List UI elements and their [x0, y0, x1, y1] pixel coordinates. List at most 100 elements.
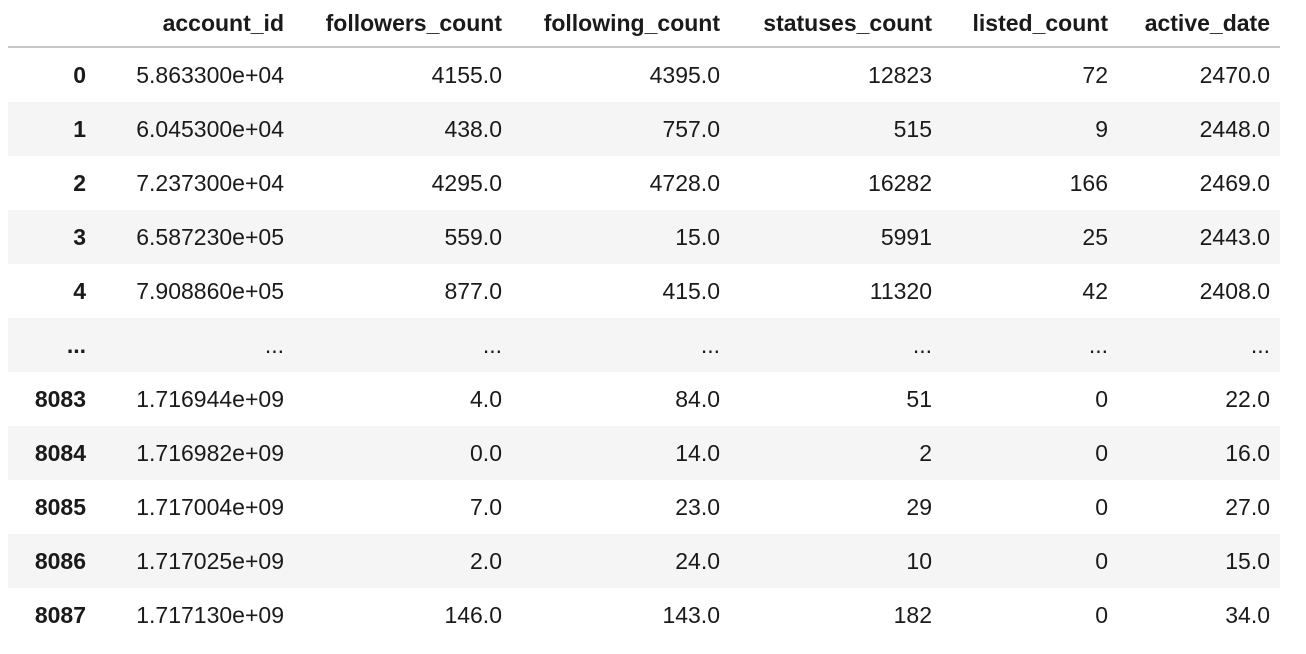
column-header-statuses-count: statuses_count — [730, 0, 942, 48]
table-cell: ... — [912, 331, 932, 358]
header-row: account_id followers_count following_cou… — [8, 0, 1280, 48]
table-cell: 72 — [1082, 61, 1108, 88]
column-header-account-id: account_id — [96, 0, 294, 48]
table-cell: 0 — [1095, 385, 1108, 412]
table-cell: 4395.0 — [649, 61, 720, 88]
table-cell: 22.0 — [1225, 385, 1270, 412]
table-cell: 0 — [1095, 601, 1108, 628]
table-cell: 24.0 — [675, 547, 720, 574]
table-row: 3 6.587230e+05 559.0 15.0 5991 25 2443.0 — [8, 210, 1280, 264]
row-index: 8085 — [34, 493, 86, 520]
table-cell: 143.0 — [662, 601, 720, 628]
row-index: ... — [66, 331, 86, 358]
table-row: 8087 1.717130e+09 146.0 143.0 182 0 34.0 — [8, 588, 1280, 642]
table-row: 8086 1.717025e+09 2.0 24.0 10 0 15.0 — [8, 534, 1280, 588]
table-cell: 2448.0 — [1199, 115, 1270, 142]
table-cell: 27.0 — [1225, 493, 1270, 520]
table-cell: 0 — [1095, 439, 1108, 466]
table-cell: 1.717130e+09 — [136, 601, 284, 628]
table-cell: 0 — [1095, 493, 1108, 520]
table-cell: 4728.0 — [649, 169, 720, 196]
table-cell: 1.717025e+09 — [136, 547, 284, 574]
dataframe-table: account_id followers_count following_cou… — [8, 0, 1280, 642]
table-cell: 877.0 — [444, 277, 502, 304]
table-cell: 2469.0 — [1199, 169, 1270, 196]
row-index: 3 — [73, 223, 86, 250]
row-index: 8083 — [34, 385, 86, 412]
table-cell: 16.0 — [1225, 439, 1270, 466]
table-cell: 51 — [906, 385, 932, 412]
table-cell: 515 — [893, 115, 932, 142]
table-cell: ... — [1088, 331, 1108, 358]
row-index: 0 — [73, 61, 86, 88]
table-cell: 415.0 — [662, 277, 720, 304]
index-header — [8, 0, 96, 48]
table-cell: 2443.0 — [1199, 223, 1270, 250]
table-cell: 7.0 — [470, 493, 502, 520]
table-cell: 29 — [906, 493, 932, 520]
table-cell: 2408.0 — [1199, 277, 1270, 304]
table-row: ..................... — [8, 318, 1280, 372]
table-row: 8085 1.717004e+09 7.0 23.0 29 0 27.0 — [8, 480, 1280, 534]
table-header: account_id followers_count following_cou… — [8, 0, 1280, 48]
column-header-followers-count: followers_count — [294, 0, 512, 48]
table-cell: 11320 — [869, 277, 932, 304]
table-cell: 559.0 — [444, 223, 502, 250]
table-cell: 2 — [919, 439, 932, 466]
table-cell: 16282 — [868, 169, 932, 196]
table-cell: 4.0 — [470, 385, 502, 412]
table-row: 2 7.237300e+04 4295.0 4728.0 16282 166 2469.0 — [8, 156, 1280, 210]
table-cell: 1.716982e+09 — [136, 439, 284, 466]
table-cell: 5991 — [880, 223, 932, 250]
table-cell: 1.717004e+09 — [136, 493, 284, 520]
row-index: 8084 — [34, 439, 86, 466]
table-cell: 2470.0 — [1199, 61, 1270, 88]
table-cell: 15.0 — [1225, 547, 1270, 574]
table-row: 8084 1.716982e+09 0.0 14.0 2 0 16.0 — [8, 426, 1280, 480]
table-cell: 4155.0 — [431, 61, 502, 88]
table-cell: 4295.0 — [431, 169, 502, 196]
table-body: 0 5.863300e+04 4155.0 4395.0 12823 72 2470.0 1 6… — [8, 47, 1280, 642]
table-cell: 9 — [1095, 115, 1108, 142]
table-cell: 6.045300e+04 — [136, 115, 284, 142]
table-cell: 15.0 — [675, 223, 720, 250]
table-cell: 6.587230e+05 — [136, 223, 284, 250]
table-row: 8083 1.716944e+09 4.0 84.0 51 0 22.0 — [8, 372, 1280, 426]
table-cell: ... — [700, 331, 720, 358]
table-row: 0 5.863300e+04 4155.0 4395.0 12823 72 2470.0 — [8, 47, 1280, 102]
table-cell: 12823 — [868, 61, 932, 88]
column-header-listed-count: listed_count — [942, 0, 1118, 48]
table-cell: 7.237300e+04 — [136, 169, 284, 196]
row-index: 8086 — [34, 547, 86, 574]
table-cell: 1.716944e+09 — [136, 385, 284, 412]
row-index: 8087 — [34, 601, 86, 628]
table-cell: ... — [264, 331, 284, 358]
table-cell: ... — [1250, 331, 1270, 358]
table-cell: 0.0 — [470, 439, 502, 466]
row-index: 1 — [73, 115, 86, 142]
table-cell: 5.863300e+04 — [136, 61, 284, 88]
table-cell: 0 — [1095, 547, 1108, 574]
table-cell: 84.0 — [675, 385, 720, 412]
table-cell: ... — [482, 331, 502, 358]
row-index: 2 — [73, 169, 86, 196]
table-cell: 146.0 — [444, 601, 502, 628]
row-index: 4 — [73, 277, 86, 304]
table-cell: 166 — [1069, 169, 1108, 196]
column-header-following-count: following_count — [512, 0, 730, 48]
table-cell: 14.0 — [675, 439, 720, 466]
table-cell: 757.0 — [662, 115, 720, 142]
table-cell: 182 — [893, 601, 932, 628]
table-row: 4 7.908860e+05 877.0 415.0 11320 42 2408.0 — [8, 264, 1280, 318]
table-cell: 25 — [1082, 223, 1108, 250]
table-row: 1 6.045300e+04 438.0 757.0 515 9 2448.0 — [8, 102, 1280, 156]
table-cell: 10 — [906, 547, 932, 574]
column-header-active-date: active_date — [1118, 0, 1280, 48]
table-cell: 438.0 — [444, 115, 502, 142]
table-cell: 42 — [1082, 277, 1108, 304]
table-cell: 7.908860e+05 — [136, 277, 284, 304]
table-cell: 23.0 — [675, 493, 720, 520]
table-cell: 2.0 — [470, 547, 502, 574]
table-cell: 34.0 — [1225, 601, 1270, 628]
